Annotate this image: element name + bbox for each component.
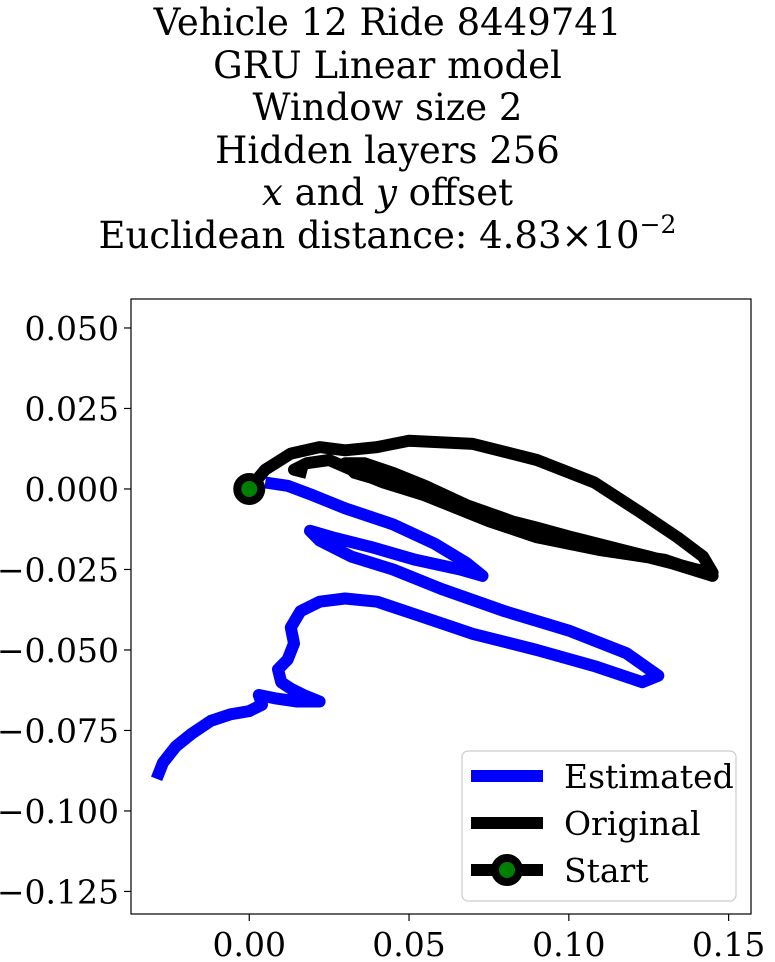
y-tick-label: −0.050 <box>0 631 119 670</box>
title-line-4: Hidden layers 256 <box>215 128 560 172</box>
x-tick-label: 0.00 <box>213 925 286 962</box>
plot-frame <box>130 298 752 915</box>
y-tick-label: 0.050 <box>25 309 119 348</box>
title-line-offset: x and y offset <box>0 171 775 215</box>
x-tick-label: 0.05 <box>372 925 445 962</box>
title-line-distance: Euclidean distance: 4.83×10−2 <box>0 212 775 258</box>
series-original-line <box>244 434 719 582</box>
legend: Estimated Original Start <box>461 750 737 902</box>
distance-exponent: −2 <box>639 209 677 239</box>
y-axis: 0.050 0.025 0.000 −0.025 −0.050 −0.075 −0.100 −… <box>0 309 131 911</box>
title-line-2: GRU Linear model <box>213 43 562 87</box>
title-and: and <box>294 171 365 214</box>
title-var-x: x <box>262 171 283 214</box>
distance-label: Euclidean distance: <box>98 213 468 257</box>
title-offset-word: offset <box>408 171 513 214</box>
title-var-y: y <box>375 171 397 214</box>
legend-label-original: Original <box>564 804 701 843</box>
y-tick-label: −0.125 <box>0 872 119 911</box>
legend-box <box>461 750 737 902</box>
y-tick-label: 0.000 <box>25 470 119 509</box>
y-tick-label: 0.025 <box>25 389 119 428</box>
legend-label-estimated: Estimated <box>564 757 734 796</box>
legend-label-start: Start <box>564 851 649 890</box>
x-tick-label: 0.15 <box>692 925 765 962</box>
title-line-3: Window size 2 <box>252 86 523 129</box>
series-estimated-line <box>151 476 665 782</box>
x-tick-label: 0.10 <box>532 925 605 962</box>
title-line-1: Vehicle 12 Ride 8449741 <box>153 1 622 44</box>
y-tick-label: −0.025 <box>0 550 119 589</box>
distance-times: × <box>561 213 593 257</box>
distance-base: 10 <box>592 213 640 257</box>
distance-mantissa: 4.83 <box>479 213 562 257</box>
chart-title: Vehicle 12 Ride 8449741 GRU Linear model… <box>0 1 775 258</box>
start-marker <box>233 472 266 505</box>
x-axis: 0.00 0.05 0.10 0.15 <box>213 914 765 962</box>
y-tick-label: −0.100 <box>0 792 119 831</box>
legend-swatch-start-marker <box>491 854 523 886</box>
y-tick-label: −0.075 <box>0 711 119 750</box>
series-layer <box>151 434 719 782</box>
